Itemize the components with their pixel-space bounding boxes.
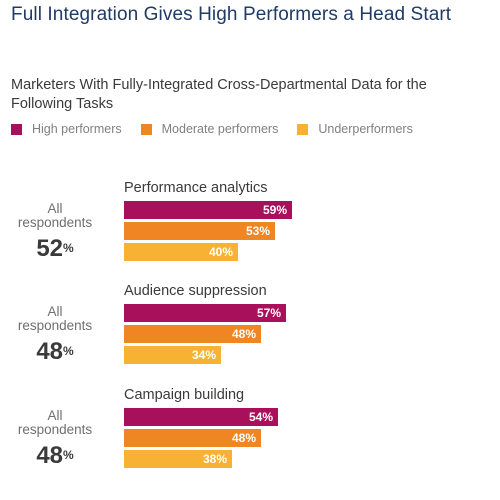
bar-value-label: 59% <box>262 203 287 217</box>
bar-moderate: 48% <box>124 325 261 343</box>
task-group: Audience suppression All respondents 48% 57%… <box>0 283 500 383</box>
task-group: Performance analytics All respondents 52% 59… <box>0 180 500 280</box>
bar-under: 34% <box>124 346 221 364</box>
legend-swatch-under <box>297 123 309 135</box>
legend: High performers Moderate performers Unde… <box>11 122 432 136</box>
legend-label-high: High performers <box>32 122 122 136</box>
all-respondents-summary: All respondents 48% <box>6 305 104 365</box>
legend-swatch-moderate <box>140 123 152 135</box>
bar-high: 54% <box>124 408 278 426</box>
bar-value-label: 53% <box>245 224 270 238</box>
bar-under: 38% <box>124 450 232 468</box>
task-label: Campaign building <box>124 387 245 403</box>
bar-value-label: 34% <box>191 348 216 362</box>
task-label: Performance analytics <box>124 180 268 196</box>
bar-value-label: 54% <box>248 410 273 424</box>
legend-label-under: Underperformers <box>318 122 413 136</box>
bar-value-label: 38% <box>202 452 227 466</box>
respondents-percent: 48% <box>36 442 74 469</box>
bar-moderate: 48% <box>124 429 261 447</box>
bar-value-label: 57% <box>256 306 281 320</box>
respondents-label: All respondents <box>17 201 93 230</box>
respondents-percent: 52% <box>36 235 74 262</box>
bar-high: 59% <box>124 201 292 219</box>
task-label: Audience suppression <box>124 283 267 299</box>
bar-value-label: 48% <box>231 431 256 445</box>
task-group: Campaign building All respondents 48% 54% 48%… <box>0 387 500 487</box>
respondents-percent: 48% <box>36 338 74 365</box>
legend-item-moderate: Moderate performers <box>140 122 279 136</box>
chart-subtitle: Marketers With Fully-Integrated Cross-De… <box>11 77 427 112</box>
legend-swatch-high <box>11 123 22 135</box>
all-respondents-summary: All respondents 48% <box>6 409 104 469</box>
all-respondents-summary: All respondents 52% <box>6 202 104 262</box>
bar-high: 57% <box>124 304 286 322</box>
bar-under: 40% <box>124 243 238 261</box>
bar-moderate: 53% <box>124 222 275 240</box>
respondents-label: All respondents <box>17 304 93 333</box>
bar-value-label: 40% <box>208 245 233 259</box>
chart-title: Full Integration Gives High Performers a… <box>11 4 452 25</box>
legend-item-high: High performers <box>11 122 122 136</box>
legend-label-moderate: Moderate performers <box>161 122 279 136</box>
legend-item-under: Underperformers <box>297 122 413 136</box>
respondents-label: All respondents <box>17 408 93 437</box>
bar-value-label: 48% <box>231 327 256 341</box>
